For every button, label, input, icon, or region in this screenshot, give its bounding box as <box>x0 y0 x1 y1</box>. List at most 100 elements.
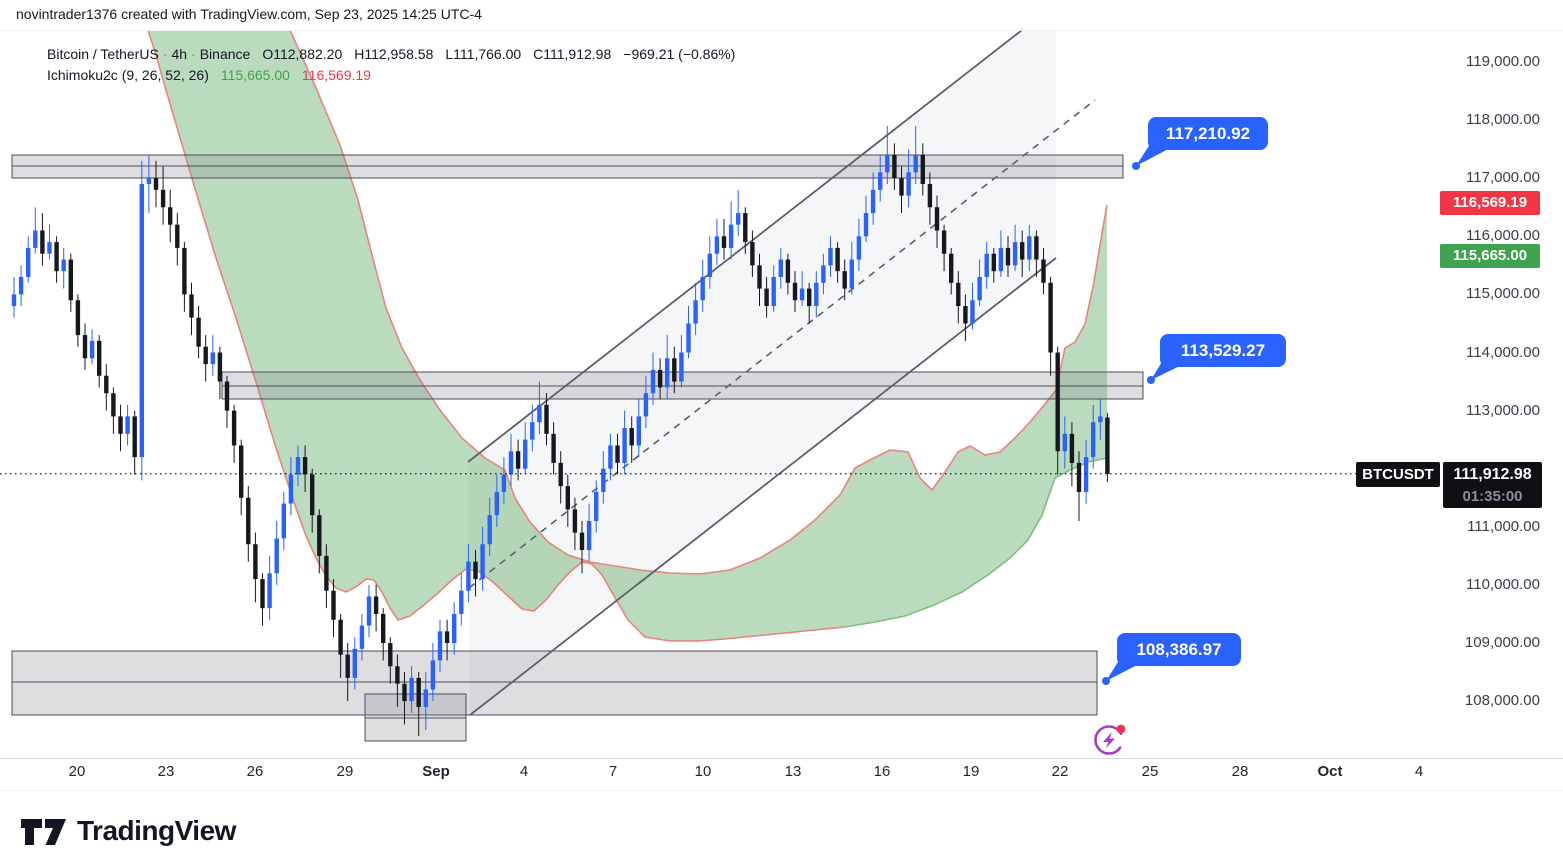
time-axis-label: 4 <box>1414 763 1424 780</box>
candle-body <box>849 259 854 289</box>
supply-zone-upper[interactable] <box>11 165 1124 179</box>
indicator-title[interactable]: Ichimoku2c (9, 26, 52, 26) <box>47 67 209 83</box>
candle-body <box>1020 242 1025 260</box>
exchange-label[interactable]: Binance <box>199 46 251 62</box>
candle-body <box>182 247 187 295</box>
candle-body <box>714 236 720 254</box>
candle-body <box>970 300 975 324</box>
notification-dot <box>1116 724 1126 734</box>
candle-body <box>395 666 400 684</box>
candle-body <box>75 300 81 336</box>
callout-anchor-dot[interactable] <box>1132 162 1140 170</box>
candle-body <box>373 596 379 614</box>
senkou-span-lower-edge-red <box>147 29 846 642</box>
candle-body <box>1048 282 1053 353</box>
candle-body <box>239 445 244 498</box>
callout-anchor-dot[interactable] <box>1147 376 1155 384</box>
candle-body <box>941 230 947 254</box>
price-callout-badge[interactable]: 117,210.92 <box>1148 117 1268 150</box>
candle-body <box>267 573 272 609</box>
candle-body <box>274 538 279 574</box>
demand-zone-lower[interactable] <box>11 650 1098 683</box>
candle-body <box>132 416 137 458</box>
candle-body <box>856 236 862 260</box>
last-price-badge: 111,912.98 01:35:00 <box>1443 461 1542 508</box>
candle-body <box>657 369 663 388</box>
candle-body <box>892 154 897 179</box>
candle-body <box>544 404 549 434</box>
candle-body <box>381 613 386 643</box>
ichimoku-green-price-badge: 115,665.00 <box>1440 243 1540 268</box>
price-callout-badge[interactable]: 113,529.27 <box>1160 334 1286 367</box>
candle-body <box>530 422 535 440</box>
candle-body <box>792 282 798 301</box>
time-axis-label: 19 <box>962 763 980 780</box>
tradingview-logo[interactable]: TradingView <box>20 810 236 852</box>
candle-body <box>1027 236 1032 260</box>
symbol-title[interactable]: Bitcoin / TetherUS <box>47 46 159 62</box>
candle-body <box>778 259 783 277</box>
candle-body <box>608 445 613 469</box>
supply-zone-upper[interactable] <box>11 154 1124 167</box>
candle-body <box>601 468 606 492</box>
candle-body <box>956 282 961 307</box>
candle-body <box>217 352 223 382</box>
time-axis-label: 23 <box>157 763 175 780</box>
mid-zone[interactable] <box>221 385 1144 400</box>
candle-body <box>430 660 436 690</box>
candle-body <box>728 224 734 248</box>
candle-body <box>459 590 464 614</box>
candle-body <box>146 178 152 185</box>
demand-box-small[interactable] <box>364 693 467 719</box>
candle-body <box>402 683 407 702</box>
candle-body <box>224 381 230 411</box>
candle-body <box>736 213 741 225</box>
candle-body <box>388 643 393 667</box>
demand-box-small[interactable] <box>364 717 467 742</box>
candle-body <box>203 346 208 365</box>
candle-body <box>586 520 592 551</box>
interval-label[interactable]: 4h <box>171 46 188 62</box>
senkou-span-upper-edge <box>289 29 1108 575</box>
candle-body <box>622 428 627 463</box>
time-scale[interactable]: 20 23 26 29 Sep 4 7 10 13 16 19 22 25 28 Oct 4 <box>0 758 1563 800</box>
candle-body <box>68 259 73 301</box>
price-scale[interactable]: 119,000.00 118,000.00 117,000.00 116,000.00… <box>1440 30 1550 770</box>
candle-body <box>437 631 443 661</box>
price-callout-badge[interactable]: 108,386.97 <box>1117 633 1241 666</box>
legend-separator: · <box>162 46 168 62</box>
candle-body <box>452 613 457 643</box>
callout-anchor-dot[interactable] <box>1102 677 1110 685</box>
change-label: −969.21 (−0.86%) <box>623 46 736 62</box>
trend-channel-midline[interactable] <box>468 99 1096 589</box>
price-axis-label: 109,000.00 <box>1464 634 1540 651</box>
candle-body <box>338 619 343 655</box>
candle-body <box>842 271 847 289</box>
time-axis-label: 7 <box>608 763 618 780</box>
bar-countdown: 01:35:00 <box>1462 487 1523 505</box>
legend-separator: · <box>191 46 196 62</box>
candle-body <box>934 207 940 231</box>
candle-body <box>1091 422 1096 458</box>
candle-body <box>1069 433 1075 463</box>
candle-body <box>501 474 507 492</box>
candle-body <box>771 276 776 307</box>
candle-body <box>572 509 578 533</box>
price-axis-label: 110,000.00 <box>1466 575 1540 593</box>
candle-body <box>466 561 471 591</box>
candle-body <box>473 561 478 580</box>
candle-body <box>189 294 194 318</box>
demand-zone-lower[interactable] <box>11 681 1098 716</box>
trend-channel-lower-line[interactable] <box>469 257 1057 716</box>
candle-body <box>707 253 712 277</box>
candle-body <box>480 544 485 580</box>
candle-body <box>1062 433 1067 452</box>
candle-body <box>175 224 180 248</box>
flash-icon[interactable] <box>1091 721 1129 759</box>
time-axis-label: Oct <box>1317 763 1343 780</box>
candle-body <box>963 306 968 324</box>
candle-body <box>693 300 698 324</box>
attribution-bar: novintrader1376 created with TradingView… <box>16 6 482 22</box>
candle-body <box>686 323 691 353</box>
